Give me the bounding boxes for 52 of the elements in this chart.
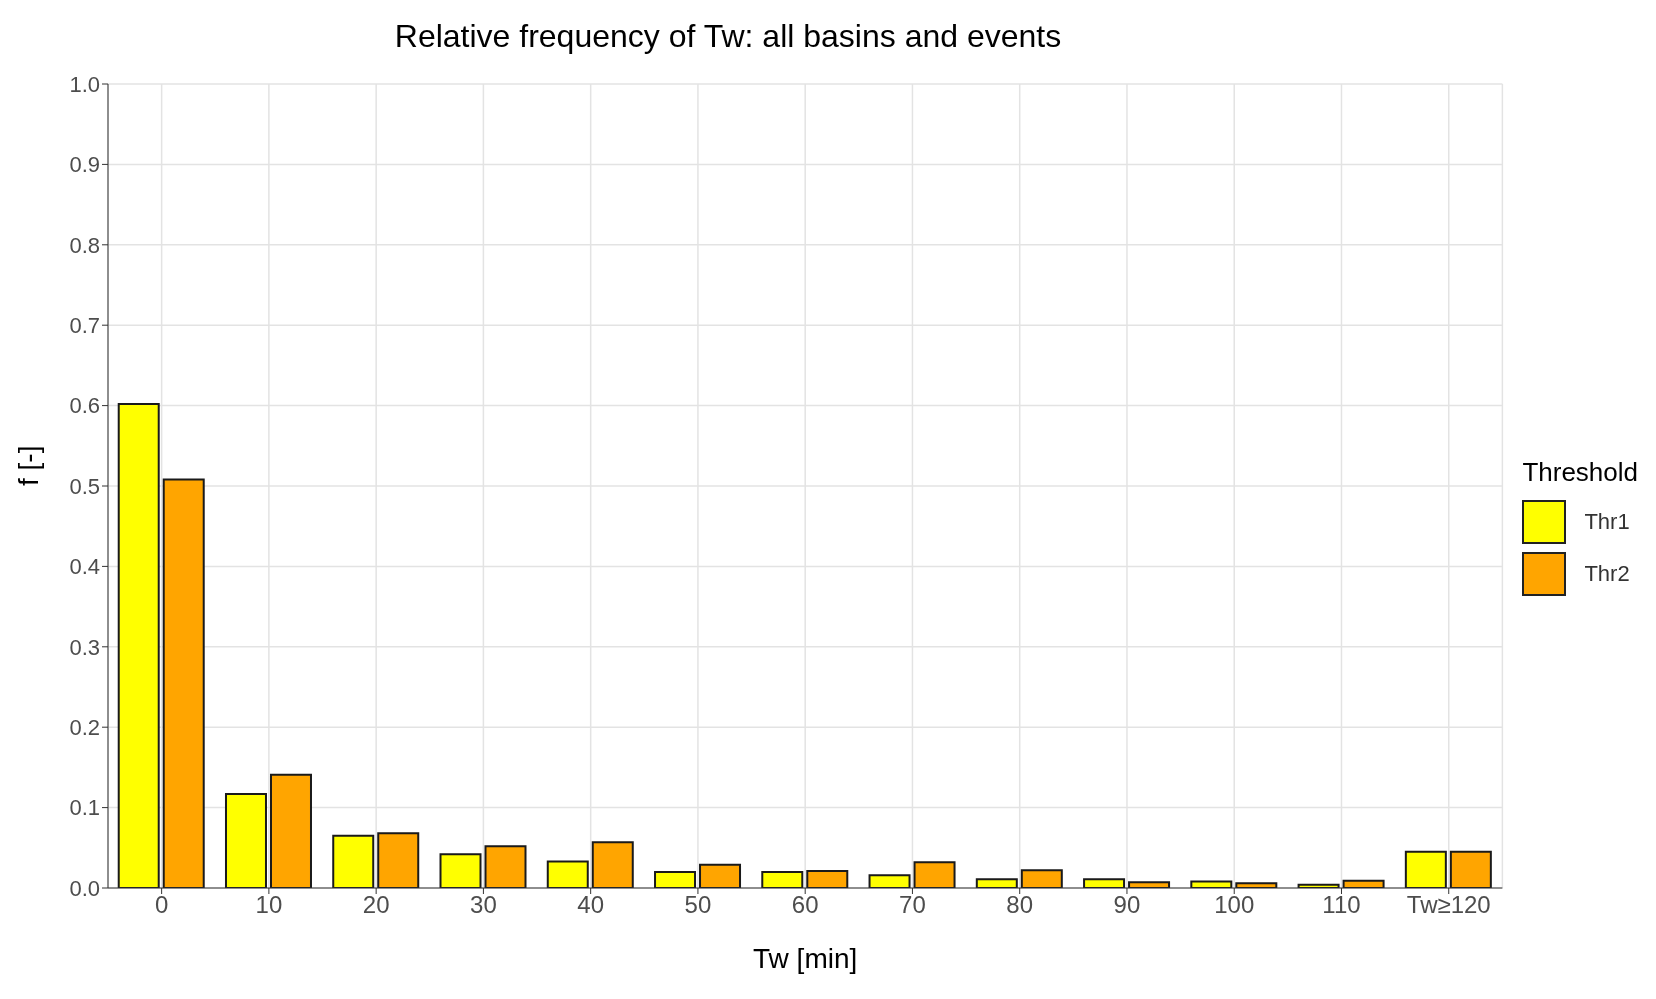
- bar: [761, 870, 804, 888]
- y-tick-label: 0.0: [69, 875, 100, 901]
- bar: [1020, 869, 1063, 888]
- bar: [913, 861, 956, 888]
- bar: [975, 878, 1018, 888]
- legend-label: Thr1: [1584, 508, 1630, 535]
- x-tick-label: 60: [791, 891, 819, 919]
- bar: [439, 853, 482, 888]
- bar: [484, 845, 527, 888]
- y-axis-title: f [-]: [12, 445, 44, 486]
- y-tick-label: 0.3: [69, 634, 100, 660]
- x-tick-label: 0: [154, 891, 169, 919]
- bar: [224, 792, 267, 888]
- bar: [699, 863, 742, 888]
- x-tick-label: 10: [255, 891, 283, 919]
- bar: [269, 773, 312, 888]
- bar: [117, 402, 160, 888]
- y-tick-label: 0.5: [69, 473, 100, 499]
- x-tick-label: Tw≥120: [1406, 891, 1491, 919]
- x-tick-label: 50: [684, 891, 712, 919]
- bar: [1404, 850, 1447, 888]
- y-tick-label: 0.8: [69, 232, 100, 258]
- x-axis-title: Tw [min]: [753, 943, 858, 974]
- y-tick-label: 0.4: [69, 554, 100, 580]
- x-tick-label: 110: [1322, 891, 1361, 919]
- x-tick-label: 30: [470, 891, 497, 919]
- y-tick-label: 0.2: [69, 715, 100, 741]
- bar: [162, 478, 205, 888]
- legend-title: Threshold: [1522, 456, 1638, 488]
- legend-label: Thr2: [1584, 560, 1630, 587]
- y-tick-label: 1.0: [69, 71, 100, 97]
- bar: [332, 834, 375, 888]
- chart-title: Relative frequency of Tw: all basins and events: [393, 17, 1063, 56]
- y-tick-label: 0.9: [69, 152, 100, 178]
- x-tick-label: 40: [577, 891, 605, 919]
- bar: [1128, 881, 1171, 888]
- x-tick-label: 20: [362, 891, 390, 919]
- x-tick-label: 80: [1006, 891, 1034, 919]
- y-tick-label: 0.1: [69, 795, 100, 821]
- bar: [806, 870, 849, 888]
- bar: [868, 874, 911, 888]
- bar: [591, 841, 634, 888]
- bar: [546, 860, 589, 888]
- bar: [1449, 850, 1492, 888]
- x-tick-label: 70: [899, 891, 926, 919]
- x-tick-label: 90: [1113, 891, 1141, 919]
- bar: [377, 832, 420, 888]
- bar: [1083, 878, 1126, 888]
- y-tick-label: 0.6: [69, 393, 100, 419]
- y-tick-label: 0.7: [69, 313, 100, 339]
- bar: [654, 870, 697, 888]
- x-tick-label: 100: [1214, 891, 1255, 919]
